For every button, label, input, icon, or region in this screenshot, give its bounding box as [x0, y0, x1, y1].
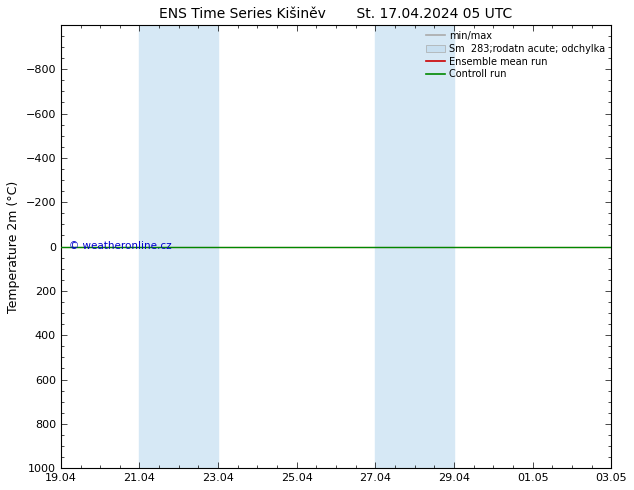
- Legend: min/max, Sm  283;rodatn acute; odchylka, Ensemble mean run, Controll run: min/max, Sm 283;rodatn acute; odchylka, …: [422, 27, 609, 83]
- Bar: [139, 25, 218, 468]
- Y-axis label: Temperature 2m (°C): Temperature 2m (°C): [7, 180, 20, 313]
- Text: © weatheronline.cz: © weatheronline.cz: [69, 241, 172, 251]
- Title: ENS Time Series Kišiněv       St. 17.04.2024 05 UTC: ENS Time Series Kišiněv St. 17.04.2024 0…: [159, 7, 513, 21]
- Bar: [375, 25, 454, 468]
